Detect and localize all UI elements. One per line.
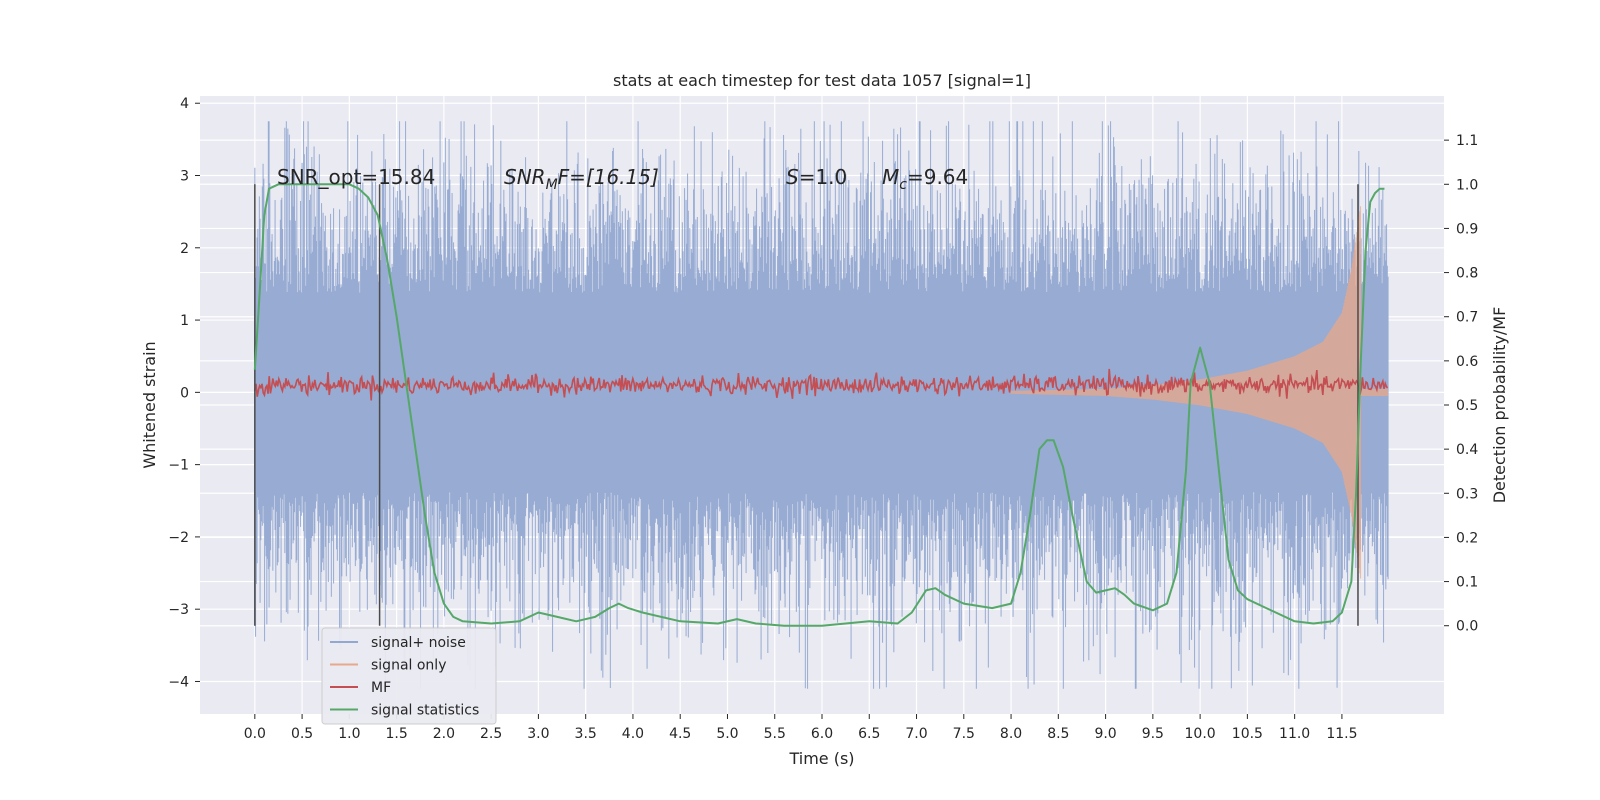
y-tick-label-5: 1 (180, 313, 189, 329)
y-right-axis-label: Detection probability/MF (1490, 307, 1509, 504)
y-right-tick-label-11: 1.1 (1456, 133, 1478, 149)
x-tick-label-5: 2.5 (480, 726, 502, 742)
series-signal-statistics (253, 183, 1385, 627)
x-tick-label-18: 9.0 (1094, 726, 1116, 742)
y-tick-label-7: 3 (180, 169, 189, 185)
legend-box (321, 627, 497, 725)
x-tick-label-19: 9.5 (1142, 726, 1164, 742)
x-tick-labels: 0.0 0.5 1.0 1.5 2.0 2.5 3.0 3.5 4.0 4.5 5.0 5.5 6.0 6… (244, 714, 1357, 742)
x-tick-label-1: 0.5 (291, 726, 313, 742)
vertical-lines (254, 184, 1359, 626)
x-tick-label-15: 7.5 (953, 726, 975, 742)
y-right-tick-label-10: 1.0 (1456, 177, 1478, 193)
legend: signal+ noise signal only MF signal stat… (321, 627, 497, 725)
y-right-tick-label-7: 0.7 (1456, 310, 1478, 326)
s-symbol: S (786, 165, 799, 189)
y-right-tick-label-5: 0.5 (1456, 398, 1478, 414)
s-rest: =1.0 (799, 165, 848, 189)
mc-symbol: M (882, 165, 899, 189)
x-tick-label-13: 6.5 (858, 726, 880, 742)
snr-mf-subscript: M (546, 177, 558, 193)
x-tick-label-17: 8.5 (1047, 726, 1069, 742)
x-tick-label-12: 6.0 (811, 726, 833, 742)
x-axis-label: Time (s) (788, 749, 854, 768)
y-right-tick-label-2: 0.2 (1456, 530, 1478, 546)
x-tick-label-7: 3.5 (575, 726, 597, 742)
x-tick-label-21: 10.5 (1232, 726, 1263, 742)
snr-mf-symbol: SNR (504, 165, 546, 189)
y-right-tick-labels: 0.0 0.1 0.2 0.3 0.4 0.5 0.6 0.7 0.8 0.9 1.0 1.1 (1444, 133, 1478, 635)
y-right-tick-label-8: 0.8 (1456, 266, 1478, 282)
statistics-layer (253, 183, 1385, 627)
x-tick-label-6: 3.0 (527, 726, 549, 742)
y-right-tick-label-0: 0.0 (1456, 619, 1478, 635)
mc-rest: =9.64 (907, 165, 968, 189)
legend-label-signal-noise: signal+ noise (371, 635, 466, 651)
y-tick-label-1: −3 (168, 602, 189, 618)
y-tick-label-0: −4 (168, 674, 189, 690)
x-tick-label-3: 1.5 (385, 726, 407, 742)
annotation-s: S=1.0 (786, 165, 847, 189)
series-mf (254, 368, 1389, 401)
x-tick-label-2: 1.0 (338, 726, 360, 742)
annotation-snr-opt: SNR_opt=15.84 (277, 165, 435, 189)
y-tick-label-8: 4 (180, 96, 189, 112)
x-tick-label-16: 8.0 (1000, 726, 1022, 742)
annotation-mc: Mc=9.64 (882, 165, 968, 193)
snr-mf-rest: F=[16.15] (558, 165, 659, 189)
x-tick-label-11: 5.5 (764, 726, 786, 742)
y-tick-labels: −4 −3 −2 −1 0 1 2 3 4 (168, 96, 200, 690)
x-tick-label-9: 4.5 (669, 726, 691, 742)
x-tick-label-22: 11.0 (1279, 726, 1310, 742)
y-tick-label-4: 0 (180, 385, 189, 401)
y-right-tick-label-3: 0.3 (1456, 486, 1478, 502)
annotation-snr-mf: SNRMF=[16.15] (504, 165, 659, 193)
y-tick-label-2: −2 (168, 530, 189, 546)
y-right-tick-label-4: 0.4 (1456, 442, 1478, 458)
mc-subscript: c (899, 177, 907, 193)
series-signal-only (1010, 206, 1389, 579)
y-tick-label-3: −1 (168, 458, 189, 474)
y-right-tick-label-6: 0.6 (1456, 354, 1478, 370)
chart-title: stats at each timestep for test data 105… (613, 71, 1031, 90)
x-tick-label-0: 0.0 (244, 726, 266, 742)
x-tick-label-10: 5.0 (716, 726, 738, 742)
x-tick-label-23: 11.5 (1326, 726, 1357, 742)
y-axis-label: Whitened strain (140, 341, 159, 468)
legend-label-signal-statistics: signal statistics (371, 703, 479, 719)
x-tick-label-4: 2.0 (433, 726, 455, 742)
y-right-tick-label-9: 0.9 (1456, 221, 1478, 237)
x-tick-label-8: 4.0 (622, 726, 644, 742)
y-right-tick-label-1: 0.1 (1456, 575, 1478, 591)
x-tick-label-20: 10.0 (1185, 726, 1216, 742)
legend-label-mf: MF (371, 680, 391, 696)
y-tick-label-6: 2 (180, 241, 189, 257)
x-tick-label-14: 7.0 (905, 726, 927, 742)
legend-label-signal-only: signal only (371, 658, 446, 674)
